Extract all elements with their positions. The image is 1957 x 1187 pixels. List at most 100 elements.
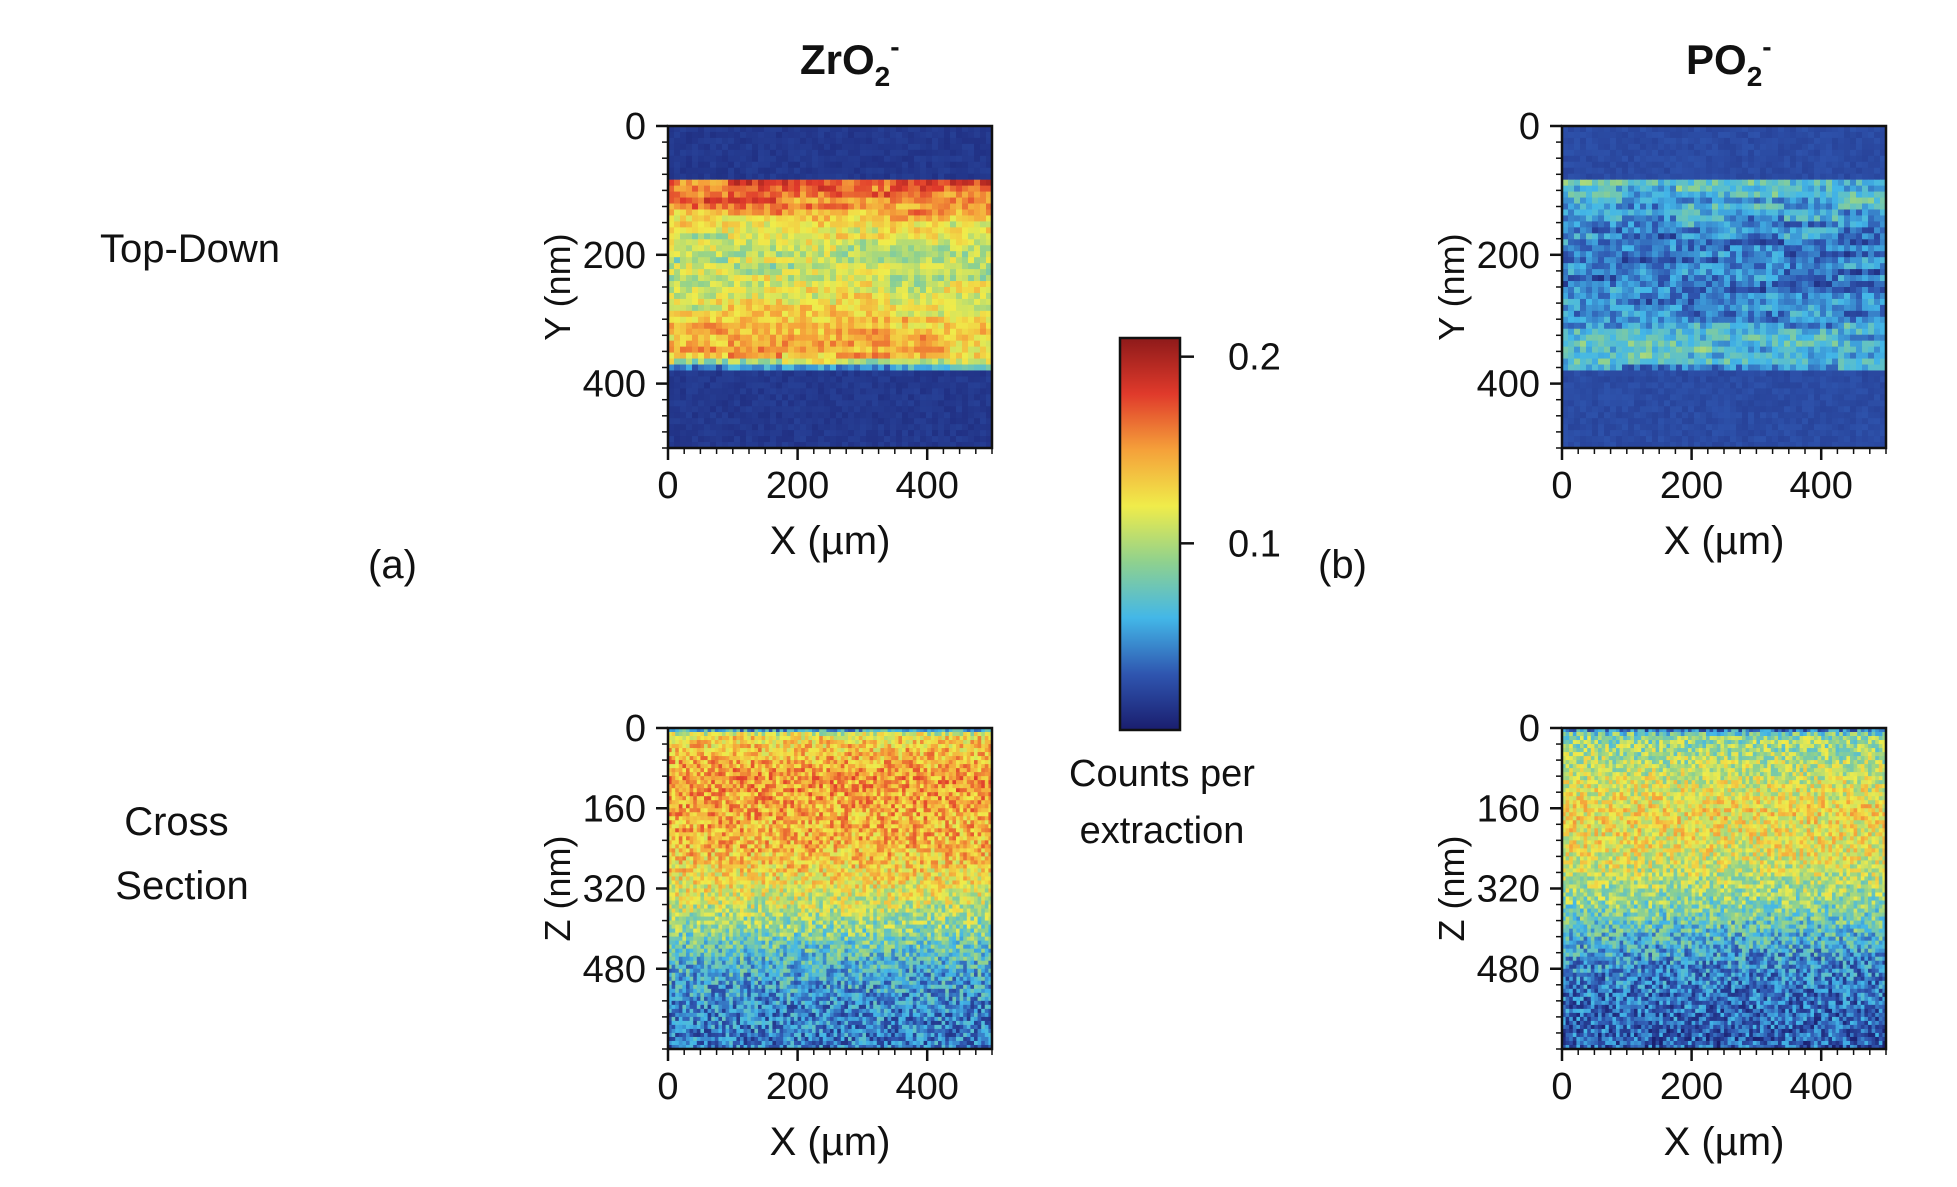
heatmap-cell	[872, 382, 879, 389]
heatmap-cell	[884, 174, 891, 181]
heatmap-cell	[866, 251, 873, 258]
heatmap-cell	[842, 329, 849, 336]
heatmap-cell	[824, 198, 831, 205]
heatmap-cell	[872, 347, 879, 354]
heatmap-cell	[956, 269, 963, 276]
heatmap-cell	[722, 162, 729, 169]
heatmap-cell	[908, 365, 915, 372]
heatmap-cell	[818, 335, 825, 342]
heatmap-cell	[980, 198, 987, 205]
heatmap-cell	[896, 227, 903, 234]
heatmap-cell	[812, 382, 819, 389]
heatmap-cell	[956, 406, 963, 413]
heatmap-cell	[866, 299, 873, 306]
heatmap-cell	[956, 186, 963, 193]
heatmap-cell	[710, 138, 717, 145]
heatmap-cell	[710, 204, 717, 211]
heatmap-cell	[944, 317, 951, 324]
heatmap-cell	[842, 394, 849, 401]
heatmap-cell	[800, 168, 807, 175]
heatmap-cell	[758, 162, 765, 169]
heatmap-cell	[758, 156, 765, 163]
heatmap-cell	[818, 263, 825, 270]
heatmap-cell	[794, 138, 801, 145]
heatmap-cell	[950, 335, 957, 342]
heatmap-cell	[920, 192, 927, 199]
heatmap-cell	[884, 299, 891, 306]
heatmap-cell	[842, 400, 849, 407]
heatmap-cell	[890, 317, 897, 324]
heatmap-cell	[794, 347, 801, 354]
heatmap-cell	[848, 376, 855, 383]
heatmap-cell	[764, 257, 771, 264]
heatmap-cell	[734, 335, 741, 342]
heatmap-cell	[854, 335, 861, 342]
heatmap-cell	[686, 168, 693, 175]
heatmap-cell	[932, 281, 939, 288]
heatmap-cell	[896, 406, 903, 413]
heatmap-cell	[884, 323, 891, 330]
heatmap-cell	[932, 144, 939, 151]
heatmap-cell	[752, 138, 759, 145]
heatmap-cell	[782, 156, 789, 163]
heatmap-cell	[914, 400, 921, 407]
heatmap-cell	[956, 168, 963, 175]
heatmap-cell	[806, 347, 813, 354]
heatmap-cell	[920, 370, 927, 377]
heatmap-cell	[746, 341, 753, 348]
heatmap-cell	[974, 269, 981, 276]
heatmap-cell	[884, 239, 891, 246]
heatmap-cell	[878, 299, 885, 306]
heatmap-cell	[818, 323, 825, 330]
heatmap-cell	[956, 233, 963, 240]
heatmap-cell	[764, 138, 771, 145]
heatmap-cell	[740, 370, 747, 377]
heatmap-cell	[800, 156, 807, 163]
heatmap-cell	[806, 150, 813, 157]
heatmap-cell	[710, 400, 717, 407]
heatmap-cell	[782, 365, 789, 372]
heatmap-cell	[788, 365, 795, 372]
heatmap-cell	[980, 347, 987, 354]
heatmap-cell	[734, 412, 741, 419]
heatmap-cell	[926, 299, 933, 306]
heatmap-cell	[830, 311, 837, 318]
heatmap-cell	[686, 400, 693, 407]
heatmap-cell	[680, 376, 687, 383]
heatmap-cell	[770, 150, 777, 157]
heatmap-cell	[890, 156, 897, 163]
heatmap-cell	[950, 239, 957, 246]
heatmap-cell	[902, 215, 909, 222]
heatmap-cell	[686, 281, 693, 288]
heatmap-cell	[710, 192, 717, 199]
heatmap-cell	[716, 299, 723, 306]
heatmap-cell	[716, 293, 723, 300]
heatmap-cell	[776, 388, 783, 395]
heatmap-cell	[914, 251, 921, 258]
heatmap-cell	[908, 150, 915, 157]
heatmap-cell	[710, 317, 717, 324]
heatmap-cell	[776, 168, 783, 175]
heatmap-cell	[734, 269, 741, 276]
heatmap-cell	[872, 156, 879, 163]
heatmap-cell	[950, 287, 957, 294]
heatmap-cell	[848, 245, 855, 252]
heatmap-cell	[974, 198, 981, 205]
heatmap-cell	[836, 335, 843, 342]
heatmap-cell	[938, 192, 945, 199]
heatmap-cell	[884, 365, 891, 372]
heatmap-cell	[704, 317, 711, 324]
heatmap-cell	[794, 323, 801, 330]
heatmap-cell	[728, 382, 735, 389]
heatmap-cell	[800, 204, 807, 211]
heatmap-cell	[692, 382, 699, 389]
heatmap-cell	[716, 174, 723, 181]
heatmap-cell	[704, 406, 711, 413]
heatmap-cell	[908, 269, 915, 276]
heatmap-cell	[680, 311, 687, 318]
heatmap-cell	[836, 376, 843, 383]
heatmap-cell	[836, 347, 843, 354]
heatmap-cell	[950, 370, 957, 377]
heatmap-cell	[794, 353, 801, 360]
heatmap-cell	[902, 317, 909, 324]
